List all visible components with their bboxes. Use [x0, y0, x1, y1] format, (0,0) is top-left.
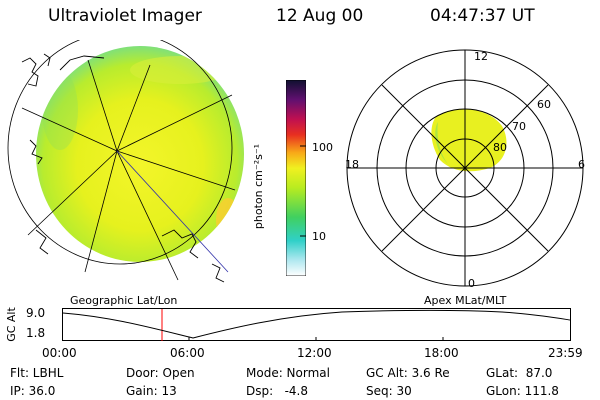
- time-tick-0000: 00:00: [42, 346, 77, 360]
- lat-label-70: 70: [512, 120, 526, 133]
- time-tick-1800: 18:00: [424, 346, 459, 360]
- instrument-title: Ultraviolet Imager: [48, 6, 202, 26]
- time-label: 04:47:37 UT: [430, 6, 535, 26]
- info-gcalt: GC Alt: 3.6 Re: [366, 366, 450, 380]
- altitude-curve: [62, 310, 571, 339]
- polar-plot: [346, 49, 584, 287]
- info-ip: IP: 36.0: [10, 384, 56, 398]
- mlt-label-18: 18: [345, 158, 359, 171]
- earth-disk: [36, 46, 244, 262]
- altitude-ylabel: GC Alt: [4, 307, 18, 342]
- info-door: Door: Open: [126, 366, 195, 380]
- info-glat: GLat: 87.0: [486, 366, 553, 380]
- colorbar-tick-10: 10: [312, 230, 326, 243]
- colorbar: [286, 80, 306, 276]
- colorbar-unit-label: photon cm⁻²s⁻¹: [252, 143, 266, 230]
- coastline-outlines: [21, 53, 225, 283]
- mlt-label-0: 0: [468, 277, 475, 290]
- time-tick-2359: 23:59: [548, 346, 583, 360]
- lat-label-60: 60: [537, 98, 551, 111]
- colorbar-tick-100: 100: [312, 141, 333, 154]
- time-tick-0600: 06:00: [170, 346, 205, 360]
- date-label: 12 Aug 00: [276, 6, 364, 26]
- mlt-label-12: 12: [474, 50, 488, 63]
- info-glon: GLon: 111.8: [486, 384, 559, 398]
- lat-lon-grid: [7, 40, 236, 281]
- time-tick-1200: 12:00: [297, 346, 332, 360]
- polar-grid: [346, 49, 584, 287]
- altitude-ytick-high: 9.0: [26, 306, 46, 320]
- apex-panel-label: Apex MLat/MLT: [424, 294, 507, 307]
- info-dsp: Dsp: -4.8: [246, 384, 309, 398]
- info-gain: Gain: 13: [126, 384, 177, 398]
- altitude-ytick-low: 1.8: [26, 326, 46, 340]
- geographic-image: [7, 40, 244, 283]
- altitude-plot: [62, 308, 571, 341]
- info-flt: Flt: LBHL: [10, 366, 64, 380]
- info-mode: Mode: Normal: [246, 366, 330, 380]
- lat-label-80: 80: [493, 141, 507, 154]
- mlt-label-6: 6: [578, 158, 585, 171]
- info-seq: Seq: 30: [366, 384, 412, 398]
- auroral-oval: [431, 108, 507, 172]
- geographic-panel-label: Geographic Lat/Lon: [70, 294, 178, 307]
